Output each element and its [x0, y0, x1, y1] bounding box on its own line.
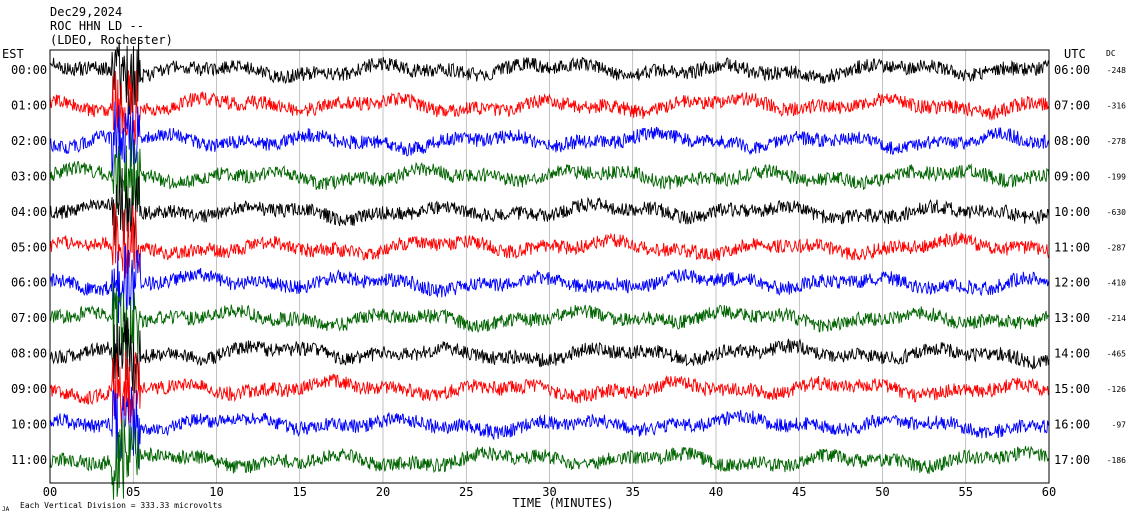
utc-hour-label: 10:00: [1054, 205, 1090, 219]
est-hour-label: 02:00: [11, 134, 47, 148]
x-tick-label: 35: [626, 485, 640, 499]
dc-offset-label: -126: [1107, 385, 1126, 394]
chart-title-line-2: ROC HHN LD --: [50, 19, 144, 33]
dc-offset-label: -97: [1112, 421, 1127, 430]
est-hour-label: 11:00: [11, 453, 47, 467]
utc-hour-label: 12:00: [1054, 276, 1090, 290]
trace-row-1000: [49, 386, 1050, 469]
trace-row-0900: [49, 350, 1050, 428]
utc-axis-label: UTC: [1064, 47, 1086, 61]
x-tick-label: 40: [709, 485, 723, 499]
utc-hour-label: 16:00: [1054, 418, 1090, 432]
trace-row-0800: [49, 312, 1050, 394]
seismic-traces: [49, 37, 1050, 500]
utc-hour-label: 07:00: [1054, 98, 1090, 112]
plot-frame: [49, 49, 1050, 484]
x-tick-label: 05: [126, 485, 140, 499]
chart-title-line-3: (LDEO, Rochester): [50, 33, 173, 47]
x-tick-label: 15: [293, 485, 307, 499]
x-tick-label: 20: [376, 485, 390, 499]
x-tick-label: 50: [875, 485, 889, 499]
dc-offset-label: -248: [1107, 66, 1126, 75]
trace-row-0300: [49, 133, 1050, 213]
est-hour-label: 07:00: [11, 311, 47, 325]
utc-hour-label: 17:00: [1054, 453, 1090, 467]
x-tick-label: 25: [459, 485, 473, 499]
trace-row-0000: [49, 37, 1050, 115]
footer-note: Each Vertical Division = 333.33 microvol…: [20, 501, 222, 510]
est-hour-label: 06:00: [11, 276, 47, 290]
dc-offset-label: -278: [1107, 137, 1126, 146]
x-tick-label: 60: [1042, 485, 1056, 499]
utc-hour-label: 09:00: [1054, 169, 1090, 183]
est-hour-label: 03:00: [11, 169, 47, 183]
est-hour-label: 04:00: [11, 205, 47, 219]
utc-hour-label: 08:00: [1054, 134, 1090, 148]
trace-row-0500: [49, 202, 1050, 279]
utc-hour-label: 11:00: [1054, 240, 1090, 254]
trace-row-0200: [49, 101, 1050, 177]
est-hour-label: 08:00: [11, 347, 47, 361]
est-hour-label: 01:00: [11, 98, 47, 112]
dc-offset-label: -214: [1107, 314, 1126, 323]
dc-column-label: DC: [1106, 49, 1116, 58]
trace-row-0700: [49, 282, 1050, 365]
est-hour-label: 00:00: [11, 63, 47, 77]
utc-hour-label: 13:00: [1054, 311, 1090, 325]
dc-offset-label: -186: [1107, 456, 1126, 465]
trace-row-0100: [49, 70, 1050, 145]
x-tick-label: 55: [959, 485, 973, 499]
dc-offset-label: -465: [1107, 350, 1126, 359]
x-tick-label: 45: [792, 485, 806, 499]
footer-mark: JA: [2, 506, 10, 513]
trace-row-0600: [49, 244, 1050, 324]
utc-hour-label: 06:00: [1054, 63, 1090, 77]
x-tick-label: 10: [209, 485, 223, 499]
utc-hour-label: 14:00: [1054, 347, 1090, 361]
trace-row-1100: [49, 418, 1050, 500]
row-labels: 00:00 06:00 -248 01:00 07:00 -316 02:00 08:00 -2…: [11, 63, 1126, 467]
est-hour-label: 10:00: [11, 418, 47, 432]
chart-title-line-1: Dec29,2024: [50, 5, 122, 19]
dc-offset-label: -630: [1107, 208, 1126, 217]
x-tick-labels: 00 05 10 15 20 25 30 35 40 45 50 55 60: [43, 485, 1056, 499]
x-axis-label: TIME (MINUTES): [512, 496, 613, 510]
dc-offset-label: -316: [1107, 101, 1126, 110]
dc-offset-label: -287: [1107, 243, 1126, 252]
dc-offset-label: -199: [1107, 172, 1126, 181]
est-axis-label: EST: [2, 47, 24, 61]
utc-hour-label: 15:00: [1054, 382, 1090, 396]
est-hour-label: 05:00: [11, 240, 47, 254]
dc-offset-label: -410: [1107, 279, 1126, 288]
est-hour-label: 09:00: [11, 382, 47, 396]
x-tick-label: 30: [542, 485, 556, 499]
x-tick-label: 00: [43, 485, 57, 499]
trace-row-0400: [49, 168, 1050, 251]
